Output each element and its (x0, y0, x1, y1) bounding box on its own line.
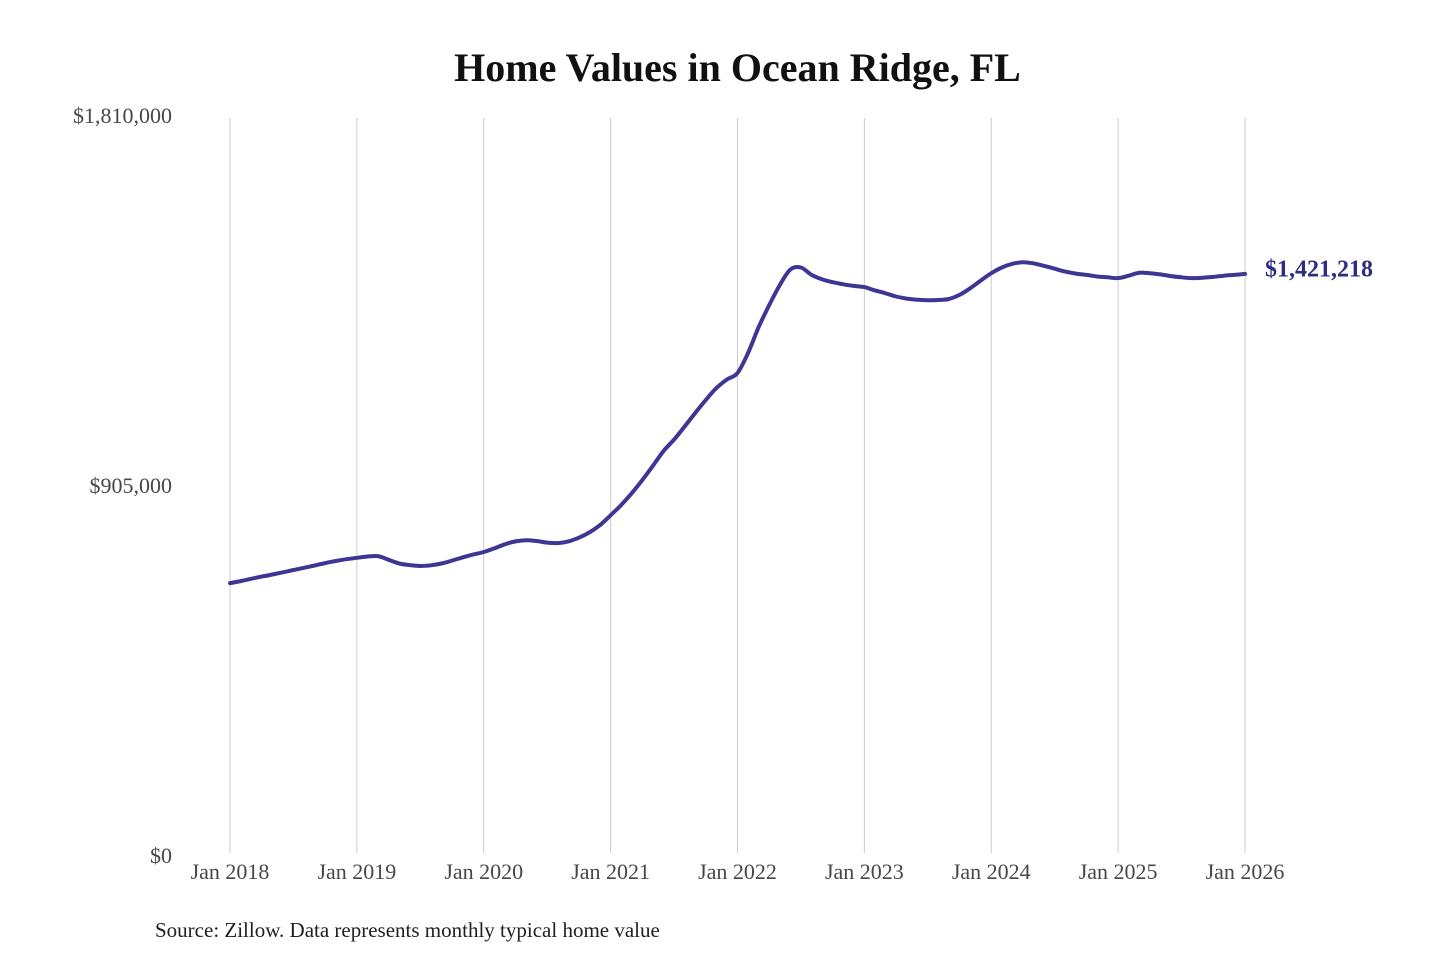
x-axis-label: Jan 2024 (952, 859, 1031, 884)
x-axis-label: Jan 2023 (825, 859, 904, 884)
x-axis-label: Jan 2021 (571, 859, 650, 884)
x-axis-label: Jan 2022 (698, 859, 777, 884)
x-axis-label: Jan 2025 (1079, 859, 1158, 884)
chart-title: Home Values in Ocean Ridge, FL (454, 45, 1021, 90)
y-axis-tick-label: $905,000 (90, 473, 173, 498)
home-value-line (228, 260, 1247, 586)
x-axis-label: Jan 2019 (317, 859, 396, 884)
x-axis-label: Jan 2018 (191, 859, 270, 884)
x-axis-label: Jan 2026 (1206, 859, 1285, 884)
x-axis-label: Jan 2020 (444, 859, 523, 884)
y-axis-tick-label: $1,810,000 (73, 103, 172, 128)
latest-value-annotation: $1,421,218 (1265, 256, 1373, 283)
y-axis-tick-label: $0 (150, 843, 172, 868)
source-note: Source: Zillow. Data represents monthly … (155, 918, 660, 942)
